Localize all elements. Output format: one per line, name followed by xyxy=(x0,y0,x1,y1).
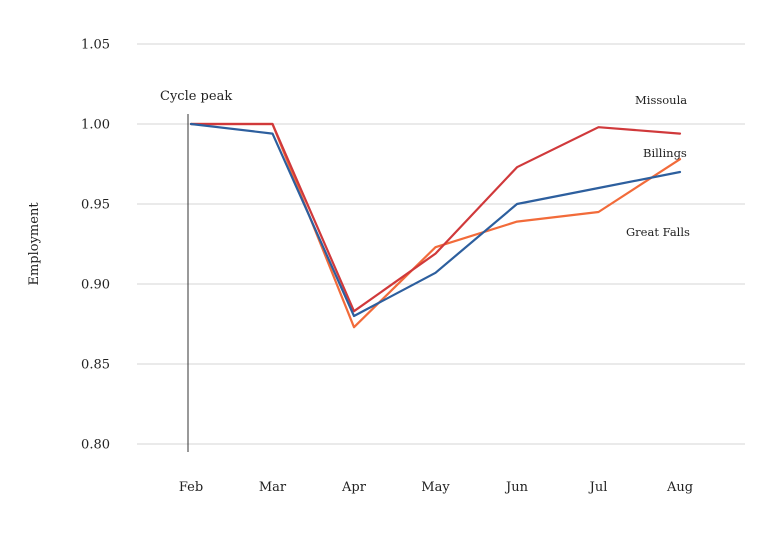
y-tick-label: 0.90 xyxy=(81,278,110,293)
x-tick-label: May xyxy=(421,480,450,495)
series-label-great-falls: Great Falls xyxy=(626,225,690,239)
series-label-billings: Billings xyxy=(643,146,687,160)
x-tick-label: Mar xyxy=(259,480,287,495)
x-axis-ticks: Feb Mar Apr May Jun Jul Aug xyxy=(179,480,693,495)
x-tick-label: Jun xyxy=(504,480,529,495)
y-tick-label: 1.05 xyxy=(81,38,110,53)
series-line-missoula xyxy=(189,122,682,313)
series-line-great-falls xyxy=(189,122,682,329)
x-tick-label: Jul xyxy=(588,480,608,495)
y-axis-ticks: 0.80 0.85 0.90 0.95 1.00 1.05 xyxy=(81,38,110,453)
series-lines xyxy=(189,122,682,329)
cycle-peak-label: Cycle peak xyxy=(160,89,232,104)
y-tick-label: 0.85 xyxy=(81,358,110,373)
x-tick-label: Feb xyxy=(179,480,203,495)
y-tick-label: 0.80 xyxy=(81,438,110,453)
y-axis-title: Employment xyxy=(27,202,42,286)
x-tick-label: Aug xyxy=(666,480,693,495)
series-label-missoula: Missoula xyxy=(635,93,687,107)
series-labels: Missoula Billings Great Falls xyxy=(626,93,690,239)
y-tick-label: 0.95 xyxy=(81,198,110,213)
x-tick-label: Apr xyxy=(341,480,367,495)
series-line-billings xyxy=(189,122,682,318)
y-tick-label: 1.00 xyxy=(81,118,110,133)
